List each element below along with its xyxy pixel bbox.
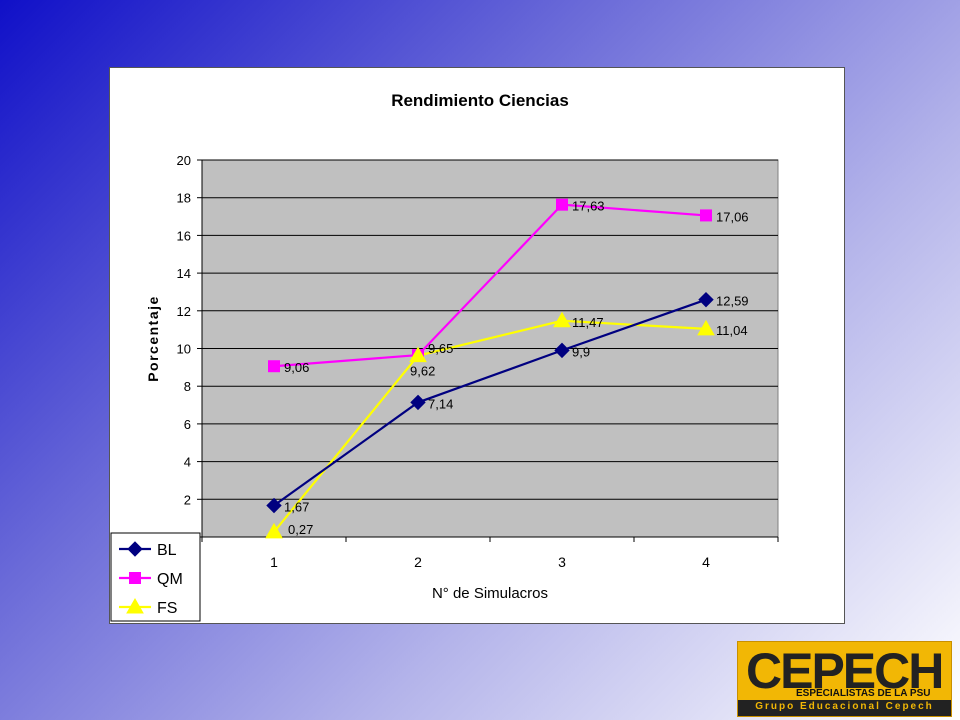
y-tick-label: 18 xyxy=(177,191,191,206)
data-point-fs xyxy=(697,319,715,336)
legend-label: QM xyxy=(157,571,183,588)
x-tick-label: 1 xyxy=(270,554,278,570)
data-label: 9,06 xyxy=(284,360,309,375)
data-point-bl xyxy=(554,342,570,359)
data-label: 11,04 xyxy=(716,323,748,338)
cepech-logo: CEPECH ESPECIALISTAS DE LA PSU Grupo Edu… xyxy=(737,641,952,717)
data-label: 17,06 xyxy=(716,209,749,224)
data-point-bl xyxy=(698,291,714,308)
data-label: 12,59 xyxy=(716,294,749,309)
data-label: 9,62 xyxy=(410,364,435,379)
y-tick-label: 8 xyxy=(184,379,191,394)
data-point-fs xyxy=(553,311,571,328)
data-point-fs xyxy=(265,522,283,539)
y-tick-label: 4 xyxy=(184,455,191,470)
data-point-bl xyxy=(410,394,426,411)
legend-marker xyxy=(127,541,143,557)
data-point-qm xyxy=(268,360,280,373)
y-tick-label: 10 xyxy=(177,342,191,357)
data-label: 17,63 xyxy=(572,199,605,214)
logo-name: CEPECH xyxy=(746,643,944,699)
line-chart: Rendimiento Ciencias02468101214161820123… xyxy=(110,91,779,622)
data-point-bl xyxy=(266,497,282,514)
y-tick-label: 16 xyxy=(177,228,191,243)
data-label: 9,9 xyxy=(572,344,590,359)
x-tick-label: 3 xyxy=(558,554,566,570)
chart-title: Rendimiento Ciencias xyxy=(391,91,569,110)
chart-panel: Rendimiento Ciencias02468101214161820123… xyxy=(109,67,845,624)
data-point-qm xyxy=(556,198,568,211)
y-tick-label: 14 xyxy=(177,266,191,281)
x-axis-title: N° de Simulacros xyxy=(432,585,548,602)
y-axis-title: Porcentaje xyxy=(145,295,161,382)
legend-marker xyxy=(129,572,141,584)
logo-bar: Grupo Educacional Cepech xyxy=(738,700,951,716)
legend-label: FS xyxy=(157,600,177,617)
logo-subtitle: Grupo Educacional Cepech xyxy=(755,701,934,712)
x-tick-label: 2 xyxy=(414,554,422,570)
data-point-fs xyxy=(409,346,427,363)
data-label: 11,47 xyxy=(572,315,604,330)
series-line-bl xyxy=(273,298,707,507)
x-tick-label: 4 xyxy=(702,554,710,570)
data-label: 1,67 xyxy=(284,500,309,515)
y-tick-label: 20 xyxy=(177,153,191,168)
data-point-qm xyxy=(700,209,712,222)
y-tick-label: 2 xyxy=(184,492,191,507)
data-label: 9,65 xyxy=(428,341,453,356)
legend-label: BL xyxy=(157,542,177,559)
data-label: 7,14 xyxy=(428,396,453,411)
data-label: 0,27 xyxy=(288,522,313,537)
legend-marker xyxy=(126,597,144,614)
series-line-qm xyxy=(273,203,707,368)
logo-tagline: ESPECIALISTAS DE LA PSU xyxy=(796,688,931,699)
y-tick-label: 6 xyxy=(184,417,191,432)
y-tick-label: 12 xyxy=(177,304,191,319)
